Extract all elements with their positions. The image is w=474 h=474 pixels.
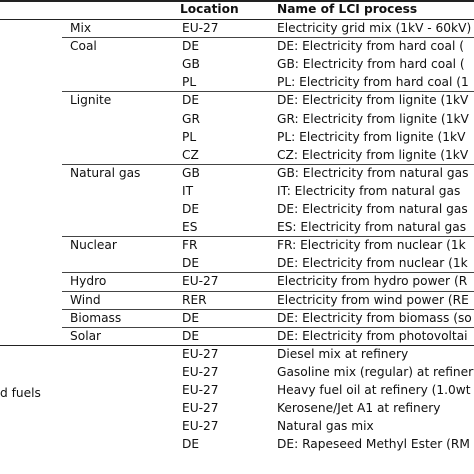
location-cell: DE: [182, 39, 200, 54]
location-cell: EU-27: [182, 419, 219, 434]
header-rule: [0, 18, 474, 20]
process-cell: FR: Electricity from nuclear (1k: [277, 238, 466, 253]
group-separator: [62, 236, 474, 238]
location-cell: EU-27: [182, 364, 219, 379]
process-cell: DE: Rapeseed Methyl Ester (RM: [277, 437, 470, 452]
group-label: Nuclear: [70, 238, 117, 253]
location-cell: EU-27: [182, 346, 219, 361]
group-label: Hydro: [70, 274, 107, 289]
process-cell: Electricity from hydro power (R: [277, 274, 468, 289]
location-cell: DE: [182, 310, 200, 325]
location-cell: RER: [182, 292, 207, 307]
location-cell: EU-27: [182, 274, 219, 289]
process-cell: DE: Electricity from lignite (1kV: [277, 93, 469, 108]
group-separator: [62, 290, 474, 292]
process-cell: Electricity from wind power (RE: [277, 292, 469, 307]
group-separator: [62, 308, 474, 310]
location-cell: DE: [182, 256, 200, 271]
location-cell: ES: [182, 220, 198, 235]
section-separator: [0, 344, 474, 346]
process-cell: DE: Electricity from photovoltai: [277, 328, 468, 343]
group-label: Wind: [70, 292, 101, 307]
process-cell: GB: Electricity from natural gas: [277, 165, 469, 180]
group-separator: [62, 91, 474, 93]
location-cell: EU-27: [182, 383, 219, 397]
location-cell: FR: [182, 238, 198, 253]
process-cell: IT: Electricity from natural gas: [277, 183, 461, 198]
group-separator: [62, 326, 474, 328]
fuels-section-label: d fuels: [0, 386, 41, 401]
group-label: Lignite: [70, 93, 112, 108]
location-cell: CZ: [182, 147, 199, 162]
group-separator: [62, 163, 474, 165]
location-cell: PL: [182, 129, 197, 144]
lci-process-header: Name of LCI process: [277, 2, 418, 16]
table-top-rule: [0, 0, 474, 2]
location-cell: EU-27: [182, 401, 219, 416]
process-cell: DE: Electricity from biomass (so: [277, 310, 472, 325]
process-cell: Heavy fuel oil at refinery (1.0wt: [277, 383, 471, 397]
process-cell: PL: Electricity from hard coal (1: [277, 75, 469, 90]
process-cell: GB: Electricity from hard coal (: [277, 57, 465, 72]
location-cell: PL: [182, 75, 197, 90]
process-cell: Diesel mix at refinery: [277, 346, 409, 361]
group-separator: [62, 272, 474, 274]
group-separator: [62, 37, 474, 39]
group-label: Biomass: [70, 310, 122, 325]
process-cell: CZ: Electricity from lignite (1kV: [277, 147, 469, 162]
process-cell: PL: Electricity from lignite (1kV: [277, 129, 466, 144]
location-cell: GB: [182, 57, 200, 72]
process-cell: DE: Electricity from natural gas: [277, 202, 468, 216]
group-label: Solar: [70, 328, 102, 343]
process-cell: Electricity grid mix (1kV - 60kV): [277, 21, 472, 35]
location-cell: DE: [182, 93, 200, 108]
location-cell: DE: [182, 328, 200, 343]
process-cell: Kerosene/Jet A1 at refinery: [277, 401, 441, 416]
group-label: Mix: [70, 21, 92, 35]
group-label: Natural gas: [70, 165, 141, 180]
process-cell: GR: Electricity from lignite (1kV: [277, 111, 469, 126]
location-cell: IT: [182, 183, 194, 198]
process-cell: ES: Electricity from natural gas: [277, 220, 467, 235]
location-cell: DE: [182, 437, 200, 452]
process-cell: DE: Electricity from nuclear (1k: [277, 256, 468, 271]
process-cell: DE: Electricity from hard coal (: [277, 39, 464, 54]
location-cell: EU-27: [182, 21, 219, 35]
group-label: Coal: [70, 39, 97, 54]
process-cell: Gasoline mix (regular) at refinery: [277, 364, 474, 379]
location-cell: GR: [182, 111, 200, 126]
location-cell: GB: [182, 165, 200, 180]
process-cell: Natural gas mix: [277, 419, 374, 434]
location-cell: DE: [182, 202, 200, 216]
location-header: Location: [180, 2, 239, 16]
